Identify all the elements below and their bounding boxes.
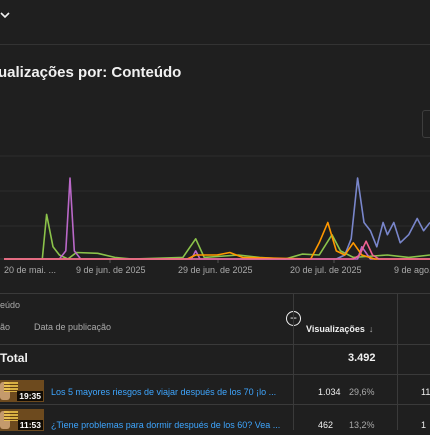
row-views-percent: 13,2% [349, 420, 375, 430]
row-views: 1.034 [318, 387, 341, 397]
views-line-chart: 20 de mai. ... 9 de jun. de 2025 29 de j… [0, 155, 430, 275]
video-thumbnail[interactable]: 19:35 [0, 380, 44, 402]
column-divider [397, 294, 398, 430]
x-tick-label: 9 de ago. ... [394, 265, 430, 275]
chart-title: ualizações por: Conteúdo [0, 64, 182, 81]
row-views-percent: 29,6% [349, 387, 375, 397]
column-header-video[interactable]: ão [0, 322, 11, 332]
table-row[interactable]: 19:35 Los 5 mayores riesgos de viajar de… [0, 374, 430, 405]
series-line [4, 213, 430, 260]
total-row [0, 344, 430, 375]
series-line [4, 221, 430, 260]
video-duration: 11:53 [17, 420, 43, 430]
arrow-down-icon: ↓ [368, 324, 374, 334]
table-row[interactable]: 11:53 ¿Tiene problemas para dormir despu… [0, 404, 430, 435]
x-tick-label: 20 de jul. de 2025 [290, 265, 362, 275]
views-header-label: Visualizações [306, 324, 365, 334]
column-header-views[interactable]: Visualizações ↓ [306, 324, 373, 334]
chart-series-layer [4, 177, 430, 260]
video-title-link[interactable]: Los 5 mayores riesgos de viajar después … [51, 387, 277, 397]
metric-selector[interactable] [422, 110, 430, 138]
row-next-column-value: 1 [421, 420, 427, 430]
table-tab-label: eúdo [0, 300, 21, 310]
row-views: 462 [318, 420, 334, 430]
video-thumbnail[interactable]: 11:53 [0, 409, 44, 431]
chevron-down-icon[interactable] [0, 10, 12, 22]
video-title-link[interactable]: ¿Tiene problemas para dormir después de … [51, 420, 281, 430]
series-line [4, 177, 430, 260]
series-line [4, 240, 430, 260]
column-header-publish-date[interactable]: Data de publicação [34, 322, 112, 332]
table-divider [0, 293, 430, 294]
total-views-value: 3.492 [348, 352, 376, 364]
row-next-column-value: 11 [421, 387, 430, 397]
column-divider [293, 294, 294, 430]
x-tick-label: 9 de jun. de 2025 [76, 265, 146, 275]
x-tick-label: 29 de jun. de 2025 [178, 265, 253, 275]
top-bar [0, 0, 430, 45]
video-duration: 19:35 [17, 391, 43, 401]
total-label: Total [0, 351, 28, 365]
x-tick-label: 20 de mai. ... [4, 265, 56, 275]
series-line [4, 177, 430, 260]
